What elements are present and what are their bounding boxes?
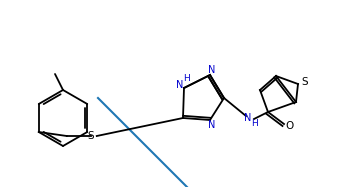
Text: H: H: [252, 119, 258, 128]
Text: O: O: [286, 121, 294, 131]
Text: N: N: [176, 80, 184, 90]
Text: S: S: [302, 77, 308, 87]
Text: N: N: [208, 65, 216, 75]
Text: N: N: [244, 113, 252, 123]
Text: S: S: [87, 131, 94, 141]
Text: H: H: [183, 73, 189, 82]
Text: N: N: [208, 120, 216, 130]
